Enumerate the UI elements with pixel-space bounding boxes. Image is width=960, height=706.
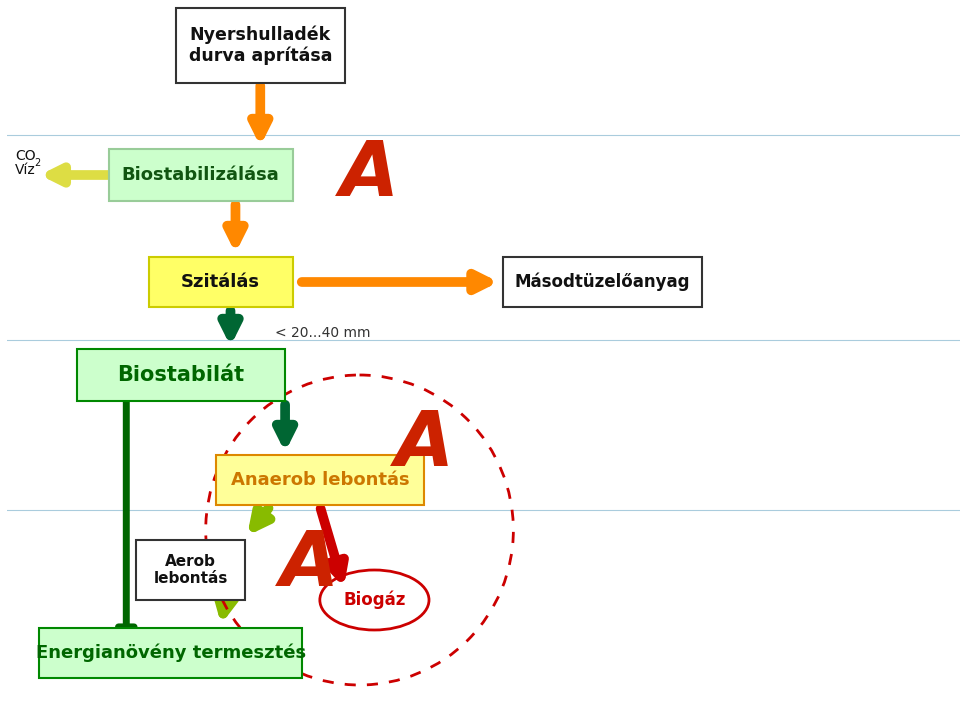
Text: CO: CO [15, 149, 36, 163]
Text: Biostabilizálása: Biostabilizálása [122, 166, 279, 184]
Text: A: A [340, 138, 399, 212]
FancyBboxPatch shape [503, 257, 702, 307]
Text: Biostabilát: Biostabilát [117, 365, 245, 385]
Text: Másodtüzelőanyag: Másodtüzelőanyag [515, 273, 690, 292]
FancyBboxPatch shape [149, 257, 293, 307]
FancyBboxPatch shape [176, 8, 345, 83]
FancyBboxPatch shape [136, 540, 246, 600]
FancyBboxPatch shape [216, 455, 424, 505]
Text: Aerob
lebontás: Aerob lebontás [154, 554, 228, 586]
Text: Anaerob lebontás: Anaerob lebontás [230, 471, 409, 489]
Text: Víz: Víz [15, 163, 36, 177]
FancyBboxPatch shape [39, 628, 302, 678]
Text: A: A [280, 528, 340, 602]
Text: 2: 2 [34, 158, 40, 168]
Text: < 20...40 mm: < 20...40 mm [276, 326, 371, 340]
FancyBboxPatch shape [108, 149, 293, 201]
Text: Energianövény termesztés: Energianövény termesztés [36, 644, 306, 662]
FancyBboxPatch shape [77, 349, 285, 401]
Text: Szitálás: Szitálás [181, 273, 260, 291]
Text: A: A [395, 408, 454, 482]
Text: Biogáz: Biogáz [344, 591, 406, 609]
Text: Nyershulladék
durva aprítása: Nyershulladék durva aprítása [188, 25, 332, 65]
